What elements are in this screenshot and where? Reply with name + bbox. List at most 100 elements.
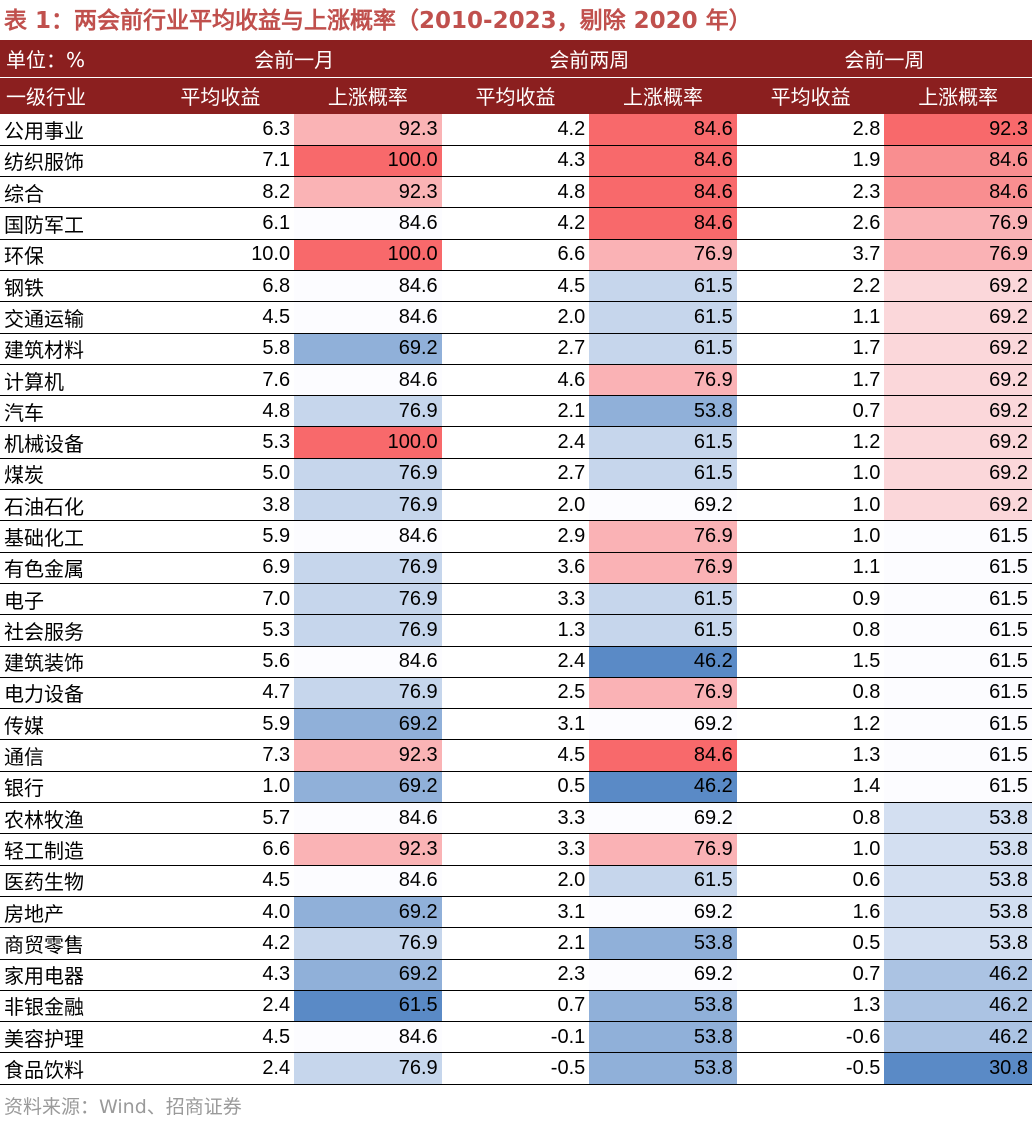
return-month-cell: 5.9 xyxy=(146,708,295,741)
return-week-cell: 0.8 xyxy=(736,614,885,647)
return-week-cell: 2.3 xyxy=(736,176,885,209)
rate-month-cell: 84.6 xyxy=(294,301,442,334)
table-row: 家用电器 4.3 69.2 2.3 69.2 0.7 46.2 xyxy=(0,959,1032,991)
rate-month-cell: 76.9 xyxy=(294,614,442,647)
industry-name-cell: 煤炭 xyxy=(0,458,147,491)
table-row: 房地产 4.0 69.2 3.1 69.2 1.6 53.8 xyxy=(0,896,1032,929)
rate-week-cell: 53.8 xyxy=(884,802,1032,835)
rate-month-cell: 69.2 xyxy=(294,959,442,991)
rate-week-cell: 69.2 xyxy=(884,333,1032,365)
return-month-cell: 2.4 xyxy=(146,1052,295,1085)
return-two-weeks-cell: 0.7 xyxy=(441,990,590,1023)
rate-two-weeks-cell: 53.8 xyxy=(589,1021,737,1054)
rate-two-weeks-cell: 76.9 xyxy=(589,520,737,553)
rate-month-cell: 92.3 xyxy=(294,114,442,146)
rate-month-cell: 76.9 xyxy=(294,1052,442,1085)
return-month-cell: 6.6 xyxy=(146,833,295,866)
rate-week-cell: 61.5 xyxy=(884,771,1032,804)
rate-two-weeks-cell: 69.2 xyxy=(589,959,737,991)
rate-month-cell: 61.5 xyxy=(294,990,442,1023)
rate-week-cell: 46.2 xyxy=(884,959,1032,991)
rate-month-cell: 76.9 xyxy=(294,395,442,428)
return-week-cell: 1.0 xyxy=(736,458,885,491)
industry-name-cell: 有色金属 xyxy=(0,552,147,584)
return-week-cell: 0.8 xyxy=(736,802,885,835)
rate-week-cell: 53.8 xyxy=(884,865,1032,897)
unit-label: 单位：% xyxy=(0,40,147,78)
column-header-rate: 上涨概率 xyxy=(294,77,442,114)
rate-week-cell: 92.3 xyxy=(884,114,1032,146)
column-header-industry: 一级行业 xyxy=(0,77,147,114)
rate-month-cell: 84.6 xyxy=(294,270,442,303)
industry-name-cell: 综合 xyxy=(0,176,147,209)
return-week-cell: 0.9 xyxy=(736,583,885,616)
return-two-weeks-cell: 2.5 xyxy=(441,677,590,710)
rate-two-weeks-cell: 84.6 xyxy=(589,114,737,146)
rate-month-cell: 92.3 xyxy=(294,833,442,866)
table-row: 钢铁 6.8 84.6 4.5 61.5 2.2 69.2 xyxy=(0,270,1032,303)
rate-two-weeks-cell: 61.5 xyxy=(589,333,737,365)
rate-week-cell: 84.6 xyxy=(884,145,1032,178)
rate-two-weeks-cell: 76.9 xyxy=(589,833,737,866)
rate-two-weeks-cell: 69.2 xyxy=(589,489,737,522)
table-row: 通信 7.3 92.3 4.5 84.6 1.3 61.5 xyxy=(0,739,1032,772)
return-week-cell: 0.6 xyxy=(736,865,885,897)
rate-month-cell: 76.9 xyxy=(294,552,442,584)
return-week-cell: 1.0 xyxy=(736,489,885,522)
return-two-weeks-cell: 3.1 xyxy=(441,896,590,929)
table-row: 医药生物 4.5 84.6 2.0 61.5 0.6 53.8 xyxy=(0,865,1032,897)
return-two-weeks-cell: 4.2 xyxy=(441,207,590,240)
return-two-weeks-cell: 3.3 xyxy=(441,583,590,616)
rate-week-cell: 69.2 xyxy=(884,364,1032,397)
rate-month-cell: 69.2 xyxy=(294,333,442,365)
return-week-cell: 1.1 xyxy=(736,552,885,584)
rate-two-weeks-cell: 53.8 xyxy=(589,395,737,428)
table-row: 建筑装饰 5.6 84.6 2.4 46.2 1.5 61.5 xyxy=(0,646,1032,678)
rate-week-cell: 53.8 xyxy=(884,927,1032,960)
industry-name-cell: 建筑装饰 xyxy=(0,646,147,678)
return-two-weeks-cell: 2.1 xyxy=(441,927,590,960)
rate-two-weeks-cell: 84.6 xyxy=(589,176,737,209)
rate-week-cell: 61.5 xyxy=(884,614,1032,647)
rate-week-cell: 61.5 xyxy=(884,552,1032,584)
rate-week-cell: 30.8 xyxy=(884,1052,1032,1085)
rate-month-cell: 76.9 xyxy=(294,458,442,491)
return-month-cell: 5.8 xyxy=(146,333,295,365)
return-month-cell: 4.8 xyxy=(146,395,295,428)
rate-month-cell: 92.3 xyxy=(294,176,442,209)
industry-name-cell: 食品饮料 xyxy=(0,1052,147,1085)
return-week-cell: 0.7 xyxy=(736,959,885,991)
table-row: 非银金融 2.4 61.5 0.7 53.8 1.3 46.2 xyxy=(0,990,1032,1023)
return-month-cell: 5.7 xyxy=(146,802,295,835)
industry-name-cell: 建筑材料 xyxy=(0,333,147,365)
column-header-return: 平均收益 xyxy=(441,77,590,114)
return-week-cell: 1.1 xyxy=(736,301,885,334)
return-two-weeks-cell: 2.0 xyxy=(441,301,590,334)
return-month-cell: 7.3 xyxy=(146,739,295,772)
table-row: 银行 1.0 69.2 0.5 46.2 1.4 61.5 xyxy=(0,771,1032,804)
industry-name-cell: 农林牧渔 xyxy=(0,802,147,835)
return-two-weeks-cell: 2.7 xyxy=(441,333,590,365)
return-two-weeks-cell: 3.1 xyxy=(441,708,590,741)
return-month-cell: 5.3 xyxy=(146,614,295,647)
table-row: 农林牧渔 5.7 84.6 3.3 69.2 0.8 53.8 xyxy=(0,802,1032,835)
table-row: 社会服务 5.3 76.9 1.3 61.5 0.8 61.5 xyxy=(0,614,1032,647)
return-month-cell: 6.3 xyxy=(146,114,295,146)
table-row: 美容护理 4.5 84.6 -0.1 53.8 -0.6 46.2 xyxy=(0,1021,1032,1054)
rate-month-cell: 76.9 xyxy=(294,489,442,522)
industry-name-cell: 轻工制造 xyxy=(0,833,147,866)
rate-two-weeks-cell: 84.6 xyxy=(589,739,737,772)
table-row: 建筑材料 5.8 69.2 2.7 61.5 1.7 69.2 xyxy=(0,333,1032,365)
table-row: 汽车 4.8 76.9 2.1 53.8 0.7 69.2 xyxy=(0,395,1032,428)
return-two-weeks-cell: 6.6 xyxy=(441,239,590,271)
rate-week-cell: 76.9 xyxy=(884,207,1032,240)
industry-name-cell: 商贸零售 xyxy=(0,927,147,960)
rate-two-weeks-cell: 61.5 xyxy=(589,426,737,459)
return-week-cell: 2.8 xyxy=(736,114,885,146)
table-row: 交通运输 4.5 84.6 2.0 61.5 1.1 69.2 xyxy=(0,301,1032,334)
rate-two-weeks-cell: 84.6 xyxy=(589,207,737,240)
industry-name-cell: 国防军工 xyxy=(0,207,147,240)
return-week-cell: -0.5 xyxy=(736,1052,885,1085)
industry-name-cell: 基础化工 xyxy=(0,520,147,553)
rate-two-weeks-cell: 53.8 xyxy=(589,1052,737,1085)
